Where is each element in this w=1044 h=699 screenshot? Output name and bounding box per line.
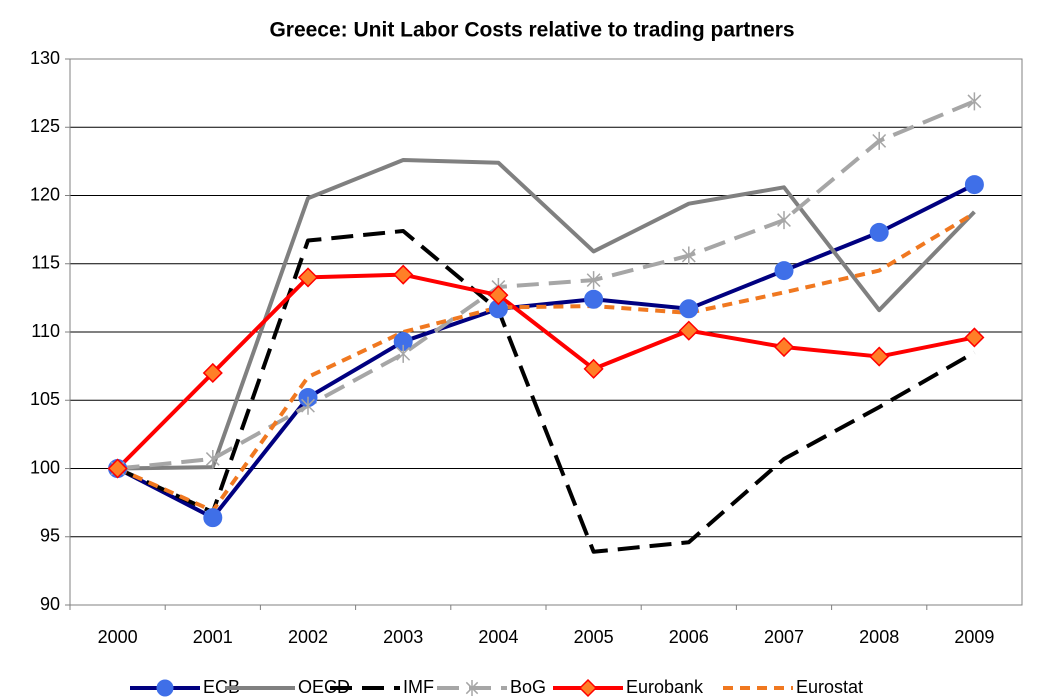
x-tick-label: 2003 bbox=[383, 627, 423, 647]
marker bbox=[872, 131, 887, 150]
marker bbox=[964, 327, 985, 348]
marker bbox=[773, 336, 795, 358]
y-tick-label: 110 bbox=[31, 321, 60, 341]
marker bbox=[777, 211, 791, 230]
x-tick-label: 2002 bbox=[288, 627, 328, 647]
x-tick-label: 2008 bbox=[859, 627, 899, 647]
legend-label: BoG bbox=[510, 677, 546, 697]
marker bbox=[583, 358, 604, 379]
marker bbox=[301, 396, 315, 415]
legend-label: Eurostat bbox=[796, 677, 863, 697]
y-tick-label: 90 bbox=[40, 594, 60, 614]
y-tick-label: 125 bbox=[30, 116, 60, 136]
x-tick-label: 2005 bbox=[574, 627, 614, 647]
x-tick-label: 2004 bbox=[478, 627, 518, 647]
marker bbox=[578, 678, 598, 698]
marker bbox=[393, 264, 414, 285]
x-tick-label: 2006 bbox=[669, 627, 709, 647]
marker bbox=[869, 222, 889, 242]
y-tick-label: 120 bbox=[30, 184, 60, 204]
marker bbox=[774, 261, 794, 281]
legend-label: ECB bbox=[203, 677, 240, 697]
marker bbox=[396, 344, 411, 363]
marker bbox=[107, 458, 128, 479]
marker bbox=[967, 92, 982, 111]
x-tick-label: 2009 bbox=[954, 627, 994, 647]
marker bbox=[202, 362, 223, 384]
marker bbox=[203, 508, 223, 528]
marker bbox=[678, 320, 699, 341]
legend-label: Eurobank bbox=[626, 677, 704, 697]
series-line bbox=[117, 99, 976, 471]
marker bbox=[205, 449, 220, 468]
y-tick-label: 130 bbox=[30, 48, 60, 68]
legend-item: BoG bbox=[437, 677, 546, 697]
series-line bbox=[117, 158, 976, 471]
marker bbox=[156, 679, 174, 697]
legend-item: ECB bbox=[130, 677, 240, 697]
marker bbox=[465, 680, 479, 696]
series-line bbox=[116, 272, 975, 470]
series-line bbox=[116, 228, 976, 554]
marker bbox=[964, 175, 984, 195]
legend-item: OECD bbox=[225, 677, 350, 697]
marker bbox=[297, 267, 319, 288]
y-tick-label: 115 bbox=[31, 253, 60, 273]
legend-item: Eurostat bbox=[723, 677, 863, 697]
series-line bbox=[116, 182, 976, 520]
marker bbox=[584, 289, 604, 309]
x-tick-label: 2007 bbox=[764, 627, 804, 647]
x-tick-label: 2001 bbox=[193, 627, 233, 647]
legend-label: IMF bbox=[403, 677, 434, 697]
x-tick-label: 2000 bbox=[98, 627, 138, 647]
legend-item: IMF bbox=[330, 677, 434, 697]
marker bbox=[679, 299, 699, 319]
marker bbox=[488, 285, 509, 306]
chart-title: Greece: Unit Labor Costs relative to tra… bbox=[269, 19, 794, 42]
legend-item: Eurobank bbox=[553, 677, 704, 698]
y-tick-label: 105 bbox=[30, 389, 60, 409]
marker bbox=[681, 246, 696, 265]
y-tick-label: 95 bbox=[40, 526, 60, 546]
legend-label: OECD bbox=[298, 677, 350, 697]
marker bbox=[869, 346, 890, 367]
y-tick-label: 100 bbox=[30, 457, 60, 477]
marker bbox=[586, 271, 601, 290]
series-line bbox=[116, 211, 976, 513]
